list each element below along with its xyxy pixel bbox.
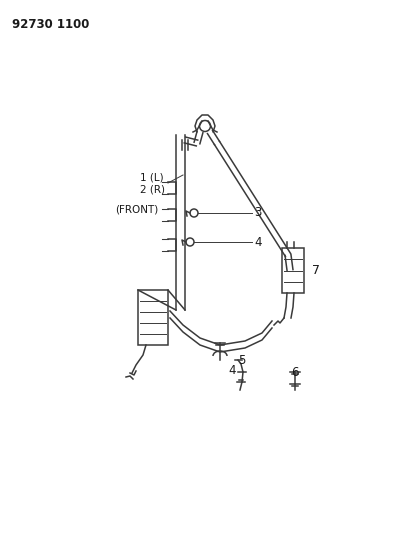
Text: 1 (L): 1 (L): [140, 173, 164, 183]
Text: 2 (R): 2 (R): [140, 185, 165, 195]
Text: 4: 4: [228, 364, 236, 376]
Text: 4: 4: [254, 236, 261, 248]
Text: 7: 7: [312, 264, 320, 277]
Text: 5: 5: [238, 354, 246, 367]
Bar: [282, 248, 304, 293]
Text: 6: 6: [291, 366, 299, 379]
Text: 92730 1100: 92730 1100: [12, 18, 90, 31]
Bar: [138, 290, 168, 345]
Text: (FRONT): (FRONT): [115, 205, 158, 215]
Text: 3: 3: [254, 206, 261, 220]
